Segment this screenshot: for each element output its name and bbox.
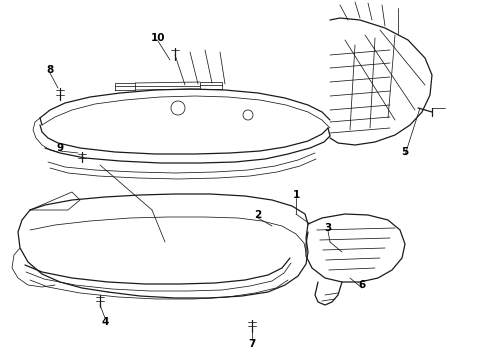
Text: 6: 6: [358, 280, 366, 290]
Text: 4: 4: [101, 317, 109, 327]
Text: 1: 1: [293, 190, 299, 200]
Text: 5: 5: [401, 147, 409, 157]
Text: 2: 2: [254, 210, 262, 220]
Text: 8: 8: [47, 65, 53, 75]
Text: 3: 3: [324, 223, 332, 233]
Text: 7: 7: [248, 339, 256, 349]
Text: 10: 10: [151, 33, 165, 43]
Text: 9: 9: [56, 143, 64, 153]
